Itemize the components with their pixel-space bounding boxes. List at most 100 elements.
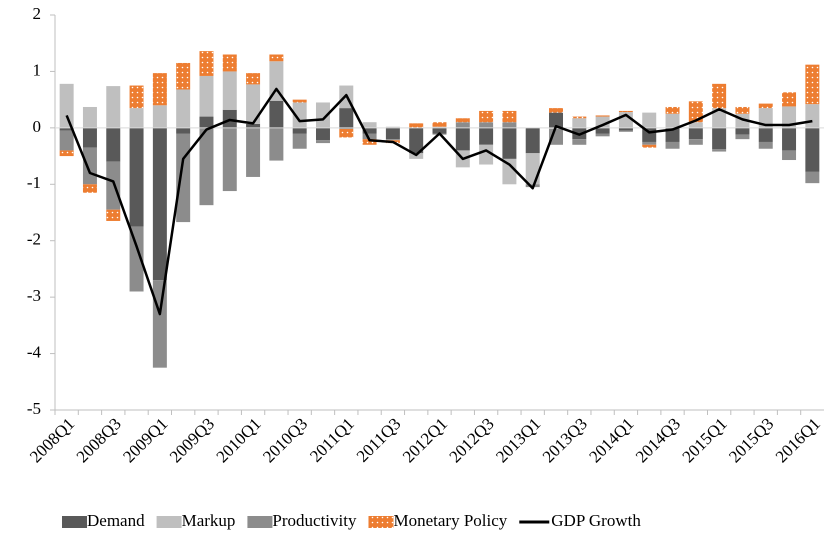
x-tick-label: 2011Q3 bbox=[353, 414, 405, 466]
bar-segment bbox=[59, 150, 74, 157]
legend-swatch bbox=[62, 516, 87, 528]
bar-segment bbox=[665, 141, 680, 149]
bar-segment bbox=[292, 99, 307, 103]
bar-segment bbox=[106, 209, 121, 221]
bar-segment bbox=[549, 108, 564, 113]
y-tick-label: -3 bbox=[27, 286, 41, 305]
x-tick-label: 2011Q1 bbox=[306, 414, 358, 466]
bar-segment bbox=[129, 226, 144, 292]
y-tick-label: -5 bbox=[27, 399, 41, 418]
bar-segment bbox=[735, 127, 750, 135]
bar-segment bbox=[502, 122, 517, 128]
bar-segment bbox=[222, 127, 237, 192]
bar-segment bbox=[385, 126, 400, 128]
bar-segment bbox=[199, 75, 214, 117]
bar-segment bbox=[292, 127, 307, 134]
bar-segment bbox=[502, 127, 517, 159]
bar-segment bbox=[665, 106, 680, 114]
legend-swatch bbox=[156, 516, 182, 528]
bar-segment bbox=[339, 108, 354, 128]
bar-segment bbox=[665, 113, 680, 128]
bar-segment bbox=[409, 127, 424, 154]
bar-segment bbox=[339, 127, 354, 129]
bar-segment bbox=[409, 123, 424, 128]
legend-label: Monetary Policy bbox=[393, 511, 507, 530]
y-tick-label: -2 bbox=[27, 230, 41, 249]
bar-segment bbox=[82, 127, 97, 148]
bar-segment bbox=[805, 104, 820, 128]
legend-label: Demand bbox=[87, 511, 145, 530]
x-tick-label: 2008Q3 bbox=[73, 414, 125, 466]
bar-segment bbox=[129, 108, 144, 128]
bar-segment bbox=[782, 150, 797, 161]
bar-segment bbox=[246, 84, 261, 124]
legend-swatch bbox=[247, 516, 273, 528]
bar-segment bbox=[805, 171, 820, 184]
bar-segment bbox=[758, 127, 773, 142]
bar-segment bbox=[782, 106, 797, 128]
bar-segment bbox=[176, 127, 191, 134]
bar-segment bbox=[269, 54, 284, 62]
bar-segment bbox=[455, 122, 470, 128]
bar-segment bbox=[59, 130, 74, 151]
bar-segment bbox=[82, 147, 97, 185]
bar-segment bbox=[82, 184, 97, 193]
bar-segment bbox=[665, 127, 680, 142]
bar-segment bbox=[129, 85, 144, 109]
x-tick-label: 2010Q3 bbox=[259, 414, 311, 466]
bar-segment bbox=[618, 110, 633, 113]
bar-segment bbox=[315, 127, 330, 141]
bar-segment bbox=[432, 127, 447, 134]
bar-segment bbox=[549, 112, 564, 128]
bar-segment bbox=[292, 133, 307, 149]
bar-segment bbox=[152, 280, 167, 368]
x-tick-label: 2016Q1 bbox=[772, 414, 824, 466]
bar-segment bbox=[782, 127, 797, 151]
x-tick-label: 2012Q1 bbox=[399, 414, 451, 466]
bar-segment bbox=[735, 106, 750, 114]
bar-segment bbox=[688, 122, 703, 128]
legend-item: GDP Growth bbox=[519, 511, 641, 530]
bar-segment bbox=[176, 62, 191, 90]
y-tick-label: -1 bbox=[27, 173, 41, 192]
bar-segment bbox=[199, 127, 214, 206]
bar-segment bbox=[688, 101, 703, 123]
bar-segment bbox=[712, 108, 727, 128]
bar-segment bbox=[642, 141, 657, 145]
bar-segment bbox=[502, 158, 517, 185]
bar-segment bbox=[712, 127, 727, 150]
bar-segment bbox=[805, 64, 820, 105]
bar-segment bbox=[758, 141, 773, 149]
bar-segment bbox=[362, 122, 377, 128]
bar-segment bbox=[315, 102, 330, 128]
bar-segment bbox=[595, 115, 610, 117]
bar-segment bbox=[642, 144, 657, 148]
bar-segment bbox=[82, 106, 97, 128]
bar-segment bbox=[362, 127, 377, 134]
bar-segment bbox=[269, 61, 284, 101]
legend-label: Productivity bbox=[272, 511, 357, 530]
bar-segment bbox=[502, 110, 517, 123]
bar-segment bbox=[176, 133, 191, 223]
bar-segment bbox=[106, 127, 121, 162]
bar-segment bbox=[758, 103, 773, 109]
bar-segment bbox=[269, 100, 284, 128]
bar-segment bbox=[595, 116, 610, 128]
x-tick-label: 2008Q1 bbox=[26, 414, 78, 466]
legend-item: Monetary Policy bbox=[368, 511, 508, 530]
bar-segment bbox=[688, 127, 703, 140]
bar-segment bbox=[59, 83, 74, 128]
bar-segment bbox=[222, 71, 237, 110]
bar-segment bbox=[222, 54, 237, 72]
bar-segment bbox=[106, 86, 121, 128]
bar-segment bbox=[385, 139, 400, 141]
bar-segment bbox=[642, 112, 657, 128]
x-tick-label: 2013Q3 bbox=[539, 414, 591, 466]
y-tick-label: 1 bbox=[33, 60, 42, 79]
bar-segment bbox=[339, 128, 354, 138]
bar-segment bbox=[479, 122, 494, 128]
bar-segment bbox=[432, 126, 447, 128]
x-tick-label: 2009Q1 bbox=[119, 414, 171, 466]
x-tick-label: 2015Q1 bbox=[679, 414, 731, 466]
x-tick-label: 2013Q1 bbox=[492, 414, 544, 466]
